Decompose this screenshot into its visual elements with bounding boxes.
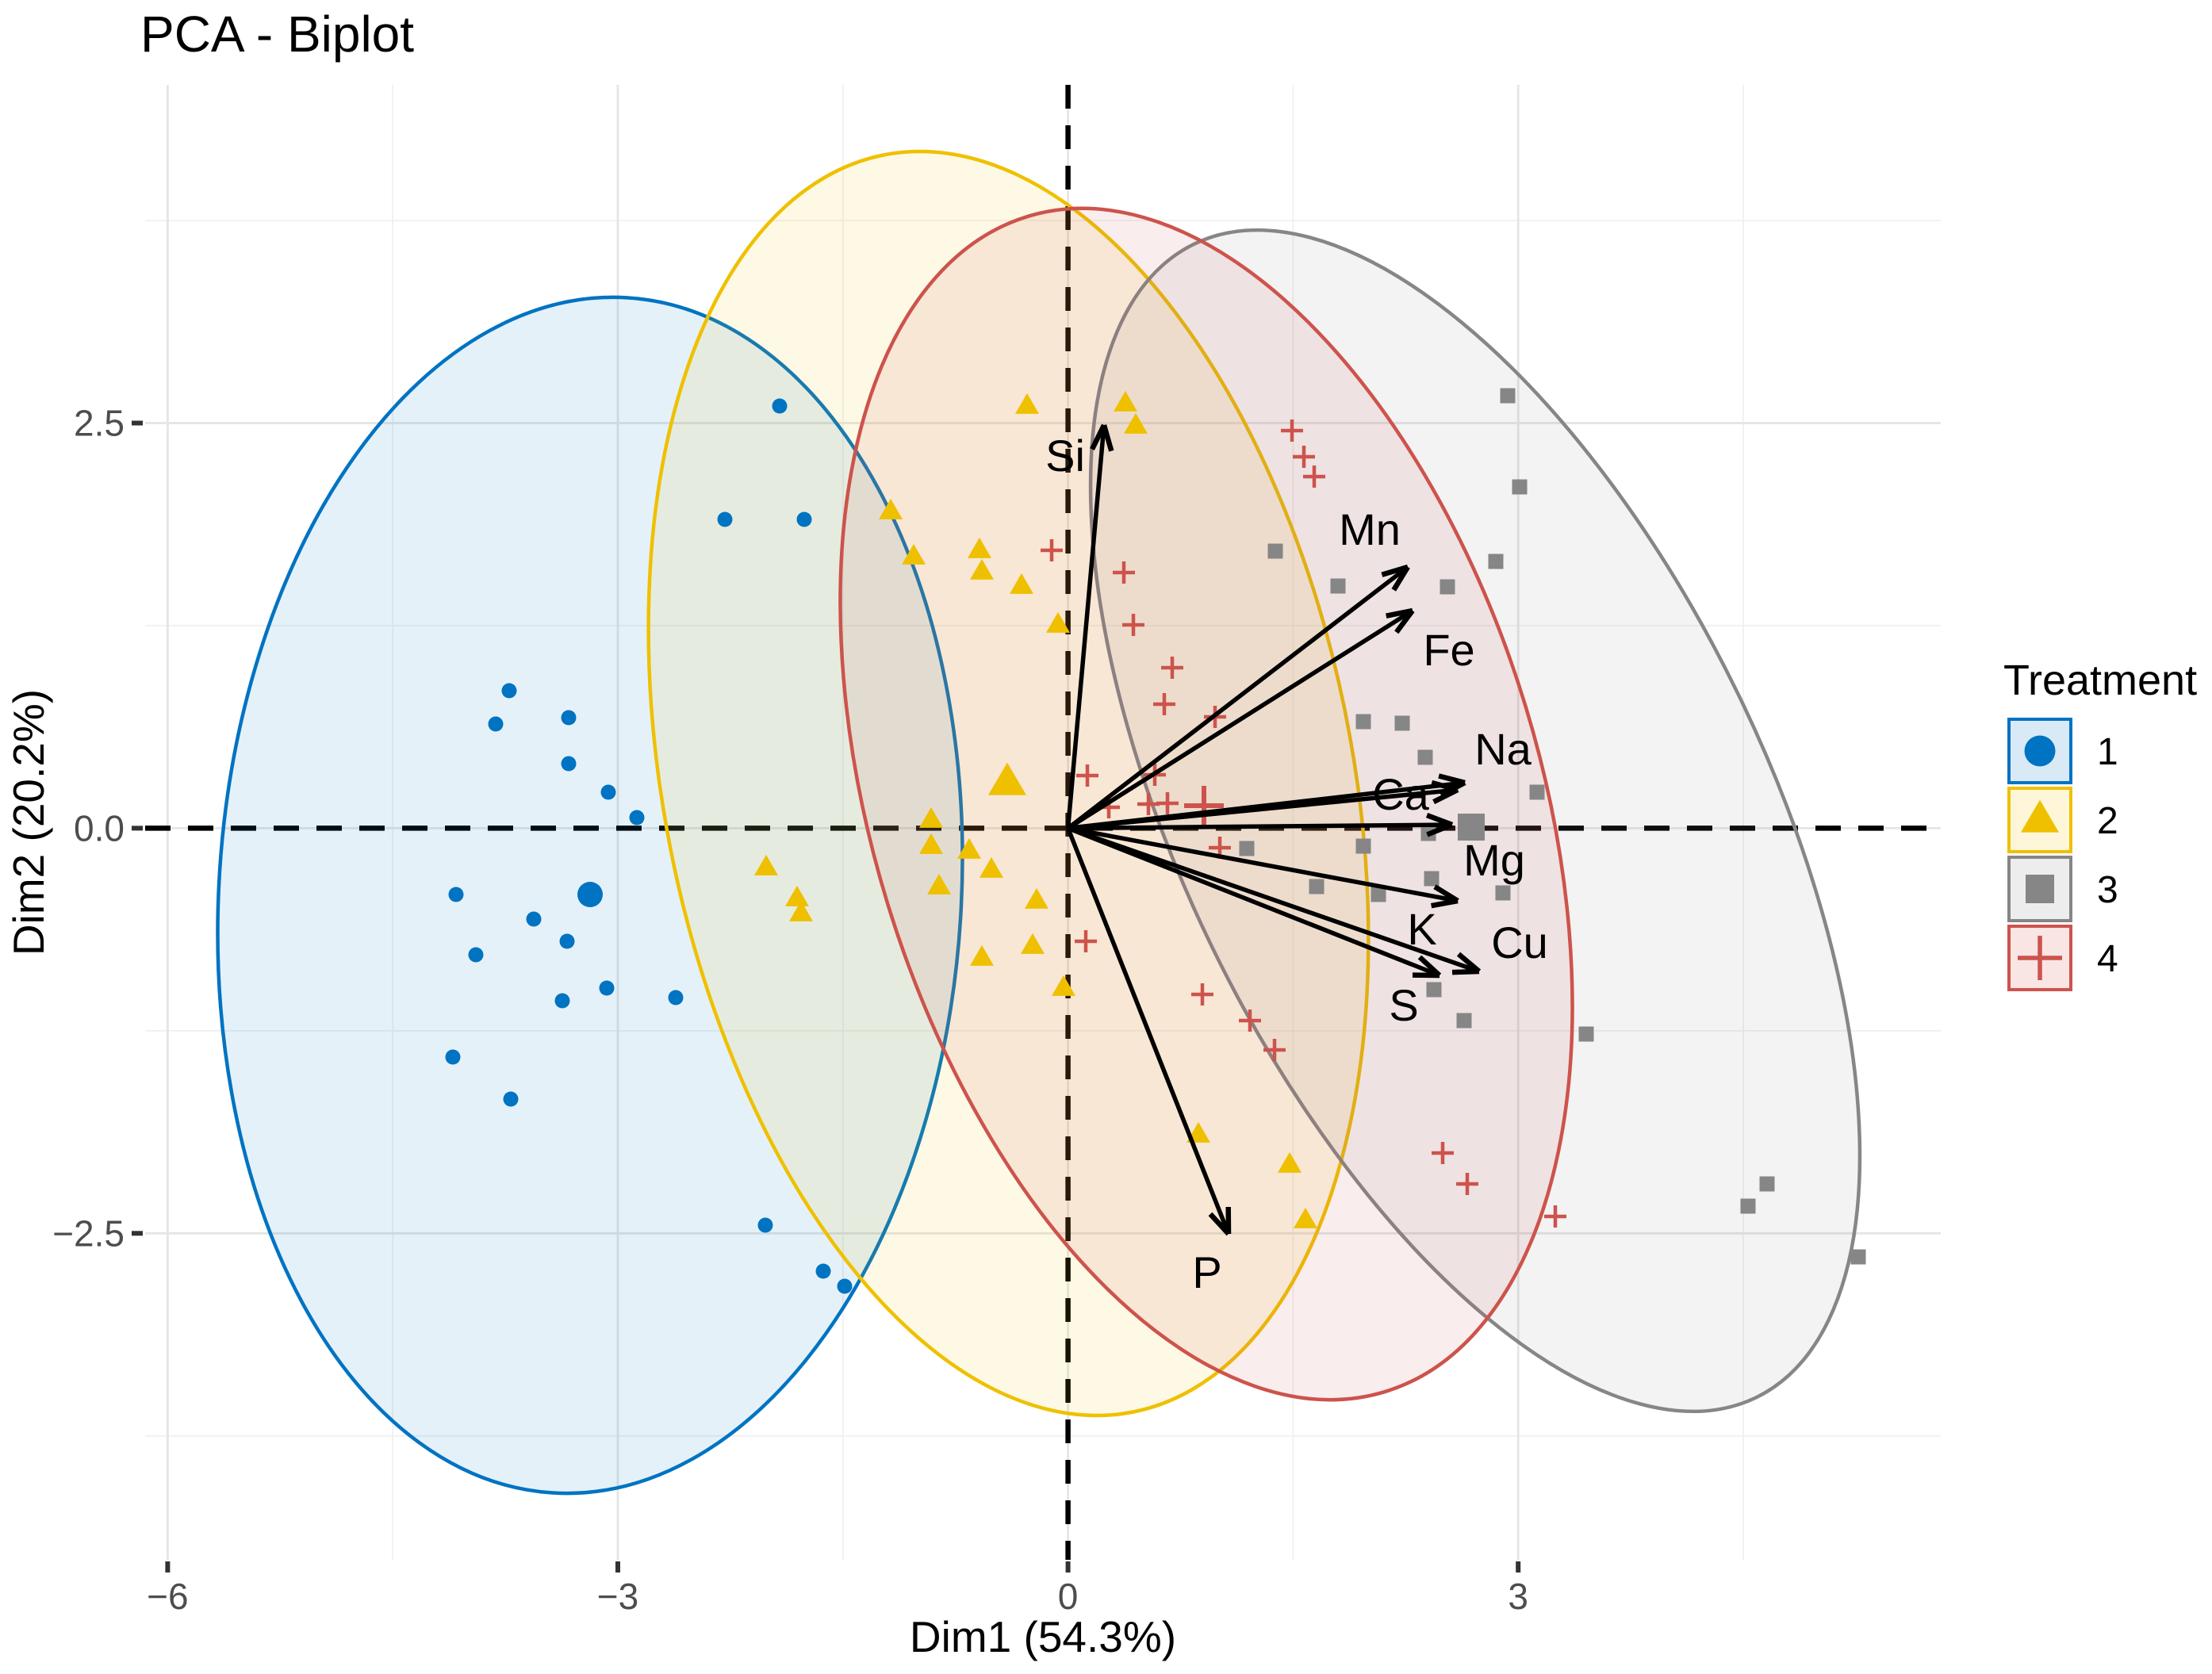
svg-text:3: 3	[1508, 1576, 1528, 1617]
svg-text:Mg: Mg	[1463, 835, 1525, 885]
svg-text:2: 2	[2097, 800, 2118, 842]
svg-text:S: S	[1389, 980, 1418, 1030]
svg-text:0: 0	[1058, 1576, 1079, 1617]
svg-text:Fe: Fe	[1423, 625, 1474, 675]
svg-text:Dim2 (20.2%): Dim2 (20.2%)	[4, 689, 53, 956]
svg-text:P: P	[1192, 1247, 1221, 1297]
svg-text:K: K	[1407, 904, 1436, 954]
svg-text:2.5: 2.5	[74, 403, 125, 444]
svg-text:−3: −3	[597, 1576, 638, 1617]
svg-text:4: 4	[2097, 938, 2118, 980]
svg-text:Ca: Ca	[1372, 769, 1429, 819]
svg-text:PCA - Biplot: PCA - Biplot	[140, 6, 414, 63]
svg-text:Na: Na	[1474, 724, 1532, 774]
svg-text:1: 1	[2097, 731, 2118, 773]
svg-text:−6: −6	[147, 1576, 188, 1617]
svg-text:Cu: Cu	[1491, 917, 1548, 967]
svg-text:−2.5: −2.5	[52, 1212, 125, 1254]
svg-text:3: 3	[2097, 869, 2118, 911]
svg-text:0.0: 0.0	[74, 807, 125, 848]
svg-text:Treatment: Treatment	[2003, 657, 2197, 704]
svg-text:Mn: Mn	[1339, 504, 1401, 554]
svg-text:Dim1 (54.3%): Dim1 (54.3%)	[910, 1612, 1176, 1661]
svg-text:Si: Si	[1045, 431, 1085, 481]
